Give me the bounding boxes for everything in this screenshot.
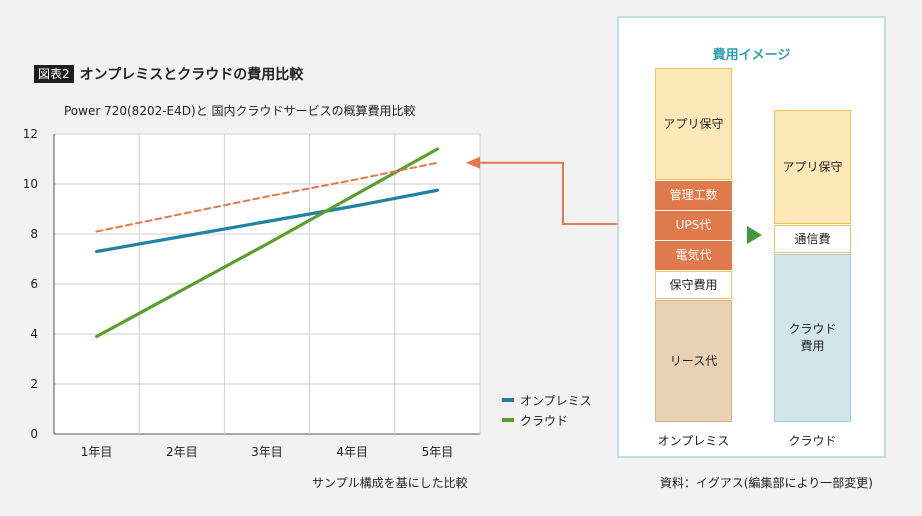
connector-arrow bbox=[466, 156, 653, 225]
legend-label-cloud: クラウド bbox=[520, 413, 569, 428]
onprem-maintenance-fee: 保守費用 bbox=[655, 271, 732, 299]
cost-image-panel: 費用イメージ アプリ保守 管理工数 UPS代 電気代 保守費用 リース代 オンプ… bbox=[617, 16, 886, 458]
chart-title: Power 720(8202-E4D)と 国内クラウドサービスの概算費用比較 bbox=[64, 104, 416, 118]
y-tick-label: 0 bbox=[30, 427, 38, 441]
x-tick-label: 4年目 bbox=[336, 445, 368, 459]
x-tick-label: 5年目 bbox=[422, 445, 454, 459]
grid-lines bbox=[53, 133, 481, 435]
arrow-right-icon bbox=[747, 226, 762, 244]
chart-legend: オンプレミス クラウド bbox=[502, 390, 592, 430]
cost-image-title: 費用イメージ bbox=[712, 48, 791, 63]
onprem-app-maintenance: アプリ保守 bbox=[655, 68, 732, 180]
cloud-app-maintenance: アプリ保守 bbox=[774, 110, 851, 224]
series-line bbox=[94, 147, 439, 339]
legend-swatch-onprem bbox=[502, 398, 514, 402]
series-line bbox=[94, 188, 439, 254]
x-tick-label: 1年目 bbox=[81, 445, 113, 459]
cloud-communication: 通信費 bbox=[774, 225, 851, 253]
cloud-column-label: クラウド bbox=[788, 434, 837, 448]
y-tick-label: 4 bbox=[30, 327, 38, 341]
y-axis-ticks: 0 2 4 6 8 10 12 bbox=[23, 127, 38, 441]
y-tick-label: 12 bbox=[23, 127, 38, 141]
figure-title: オンプレミスとクラウドの費用比較 bbox=[79, 67, 304, 83]
onprem-lease: リース代 bbox=[655, 300, 732, 422]
arrow-left-icon bbox=[466, 156, 480, 169]
y-tick-label: 6 bbox=[30, 277, 38, 291]
onprem-mgmt-effort: 管理工数 bbox=[655, 181, 732, 210]
legend-item-onprem: オンプレミス bbox=[502, 390, 592, 410]
series-lines bbox=[94, 147, 439, 339]
cloud-fee: クラウド 費用 bbox=[774, 254, 851, 422]
x-tick-label: 3年目 bbox=[251, 445, 283, 459]
legend-item-cloud: クラウド bbox=[502, 410, 592, 430]
x-axis-ticks: 1年目 2年目 3年目 4年目 5年目 bbox=[81, 445, 453, 459]
onprem-ups: UPS代 bbox=[655, 211, 732, 240]
chart-caption: サンプル構成を基にした比較 bbox=[312, 476, 468, 490]
y-tick-label: 2 bbox=[30, 377, 38, 391]
source-caption: 資料：イグアス(編集部により一部変更) bbox=[660, 476, 873, 490]
legend-label-onprem: オンプレミス bbox=[520, 393, 592, 408]
y-tick-label: 10 bbox=[23, 177, 38, 191]
onprem-electricity: 電気代 bbox=[655, 241, 732, 270]
legend-swatch-cloud bbox=[502, 418, 514, 422]
onprem-column-label: オンプレミス bbox=[657, 434, 730, 448]
y-tick-label: 8 bbox=[30, 227, 38, 241]
figure-badge: 図表2 bbox=[34, 65, 74, 83]
series-line bbox=[95, 161, 439, 233]
connector-line bbox=[478, 161, 653, 225]
figure-header: 図表2 オンプレミスとクラウドの費用比較 bbox=[34, 64, 303, 84]
x-tick-label: 2年目 bbox=[166, 445, 198, 459]
